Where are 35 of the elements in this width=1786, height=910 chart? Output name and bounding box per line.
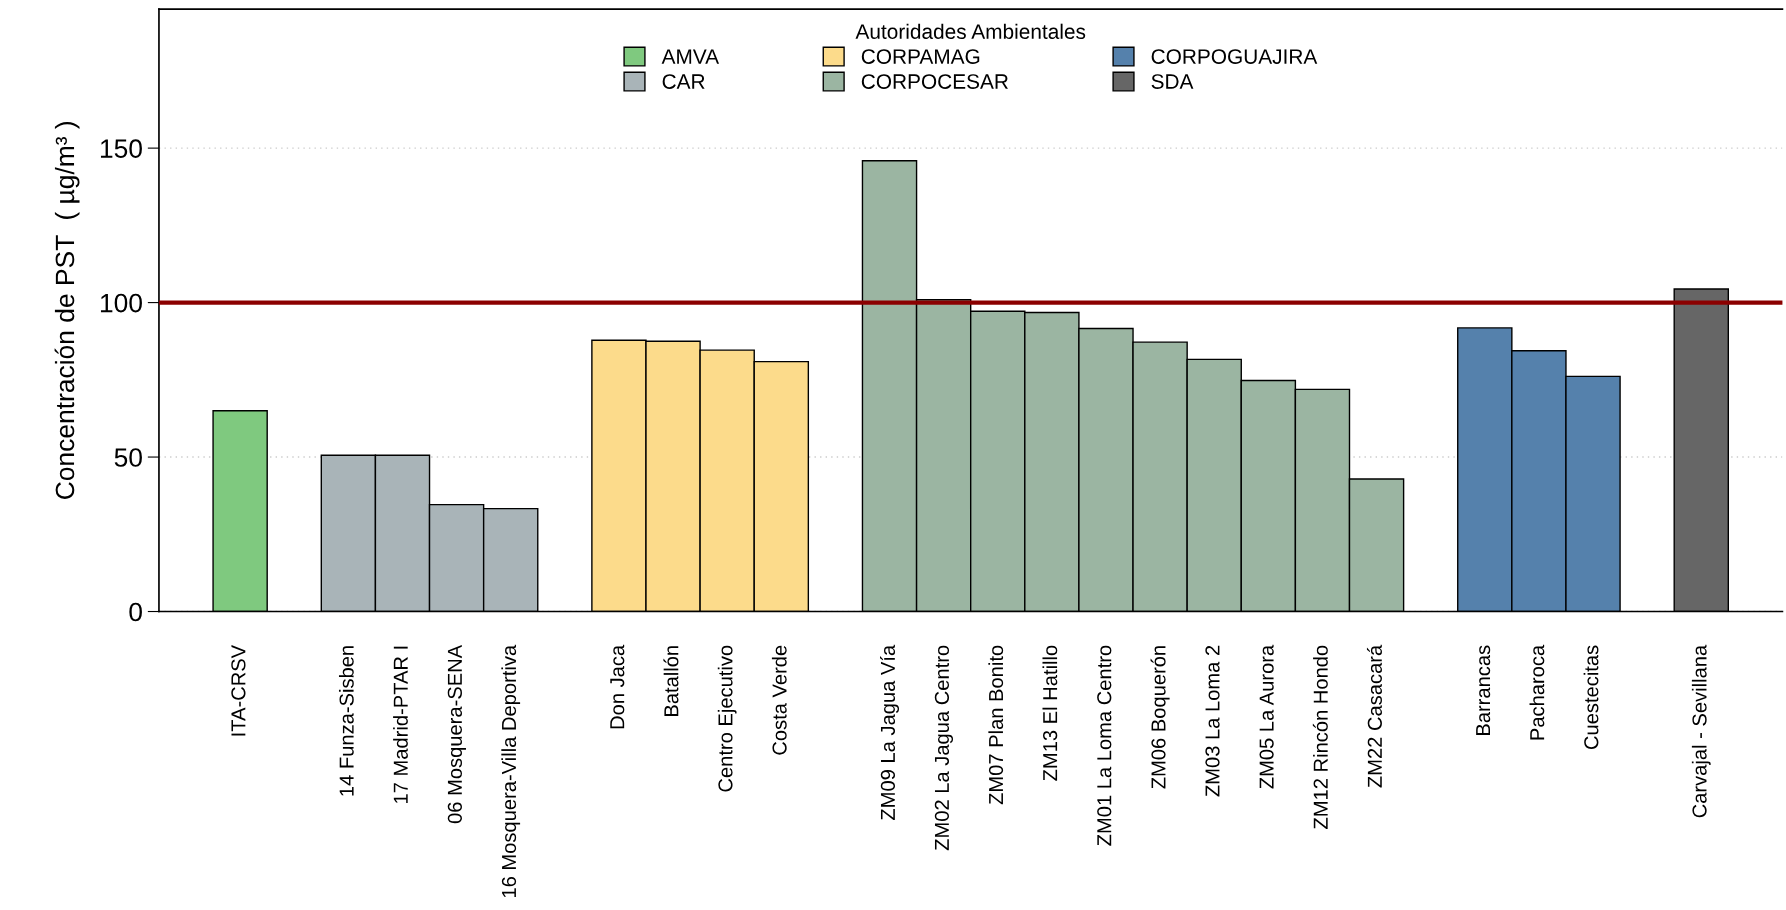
x-tick-label: Cuestecitas — [1583, 645, 1599, 750]
x-tick-label: ZM07 Plan Bonito — [988, 645, 1004, 805]
x-tick-label: Batallón — [663, 646, 679, 716]
legend-label: CORPOCESAR — [861, 74, 1008, 89]
x-tick-label: Barrancas — [1476, 645, 1491, 735]
legend-label: CAR — [662, 74, 705, 89]
x-tick-label: ZM06 Boquerón — [1150, 646, 1170, 789]
x-tick-label: Pacharoca — [1529, 644, 1545, 740]
x-tick-label: ZM13 El Hatillo — [1042, 645, 1058, 781]
x-tick-label: ZM05 La Aurora — [1259, 644, 1274, 789]
x-tick-label: Centro Ejecutivo — [717, 645, 737, 792]
x-tick-label: ZM22 Casacará — [1366, 644, 1382, 788]
x-tick-label: 17 Madrid-PTAR I — [393, 646, 408, 803]
x-tick-label: ZM03 La Loma 2 — [1205, 645, 1220, 797]
x-tick-label: 16 Mosquera-Villa Deportiva — [501, 644, 521, 898]
y-tick-label: 150 — [100, 139, 142, 158]
legend-title: Autoridades Ambientales — [855, 23, 1086, 39]
x-tick-label: ZM12 Rincón Hondo — [1312, 645, 1328, 829]
x-tick-label: ZM09 La Jagua Vía — [880, 644, 900, 820]
x-tick-label: ZM02 La Jagua Centro — [934, 645, 954, 851]
y-axis-title: Concentración de PST ( µg/m³ ) — [54, 121, 80, 499]
legend-label: AMVA — [661, 49, 720, 64]
x-tick-label: ZM01 La Loma Centro — [1097, 645, 1112, 846]
x-tick-label: 06 Mosquera-SENA — [447, 644, 466, 824]
legend-label: SDA — [1151, 74, 1194, 89]
legend-label: CORPAMAG — [861, 49, 980, 64]
y-tick-label: 50 — [114, 448, 142, 467]
x-tick-label: Carvajal - Sevillana — [1691, 644, 1711, 818]
legend-label: CORPOGUAJIRA — [1151, 49, 1318, 64]
x-tick-label: Don Jaca — [610, 644, 625, 729]
x-tick-label: 14 Funza-Sisben — [338, 646, 354, 796]
y-tick-label: 0 — [129, 602, 142, 622]
x-tick-label: Costa Verde — [771, 645, 787, 755]
x-tick-label: ITA-CRSV — [231, 644, 246, 736]
y-tick-label: 100 — [100, 293, 142, 313]
